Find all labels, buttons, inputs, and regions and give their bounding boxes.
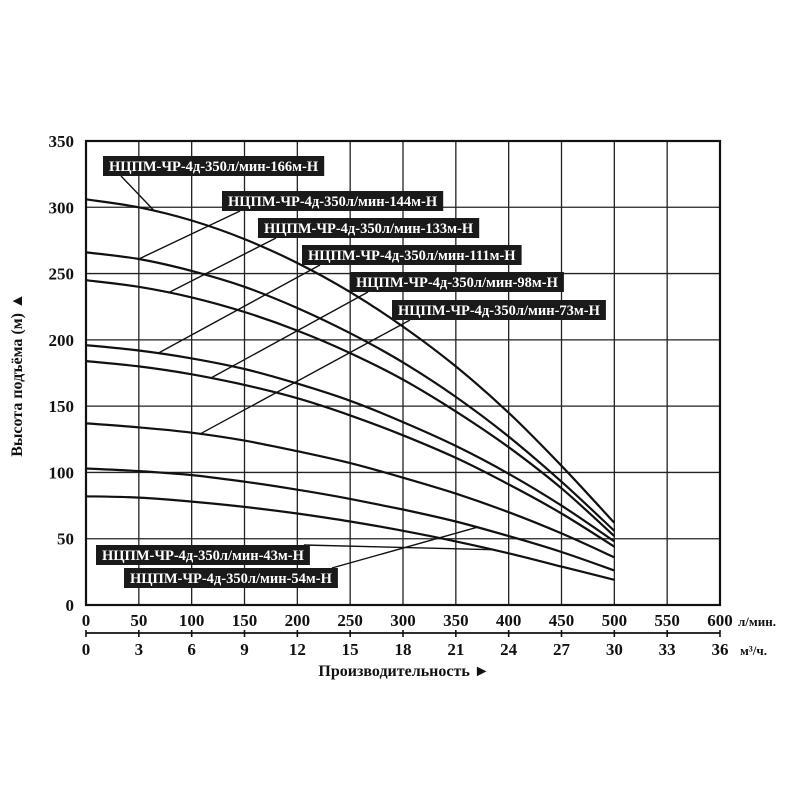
series-curve: [85, 344, 615, 543]
x-tick-label-primary: 500: [602, 611, 628, 630]
series-curve: [85, 467, 615, 572]
series-leader-line: [157, 264, 321, 354]
series-curve: [85, 198, 616, 524]
series-label-tag: НЦПМ-ЧР-4д-350л/мин-166м-Н: [103, 156, 325, 176]
y-tick-label: 350: [49, 132, 75, 151]
x-tick-label-primary: 50: [130, 611, 147, 630]
series-leader-line: [210, 291, 369, 379]
series-label-background: [96, 545, 310, 565]
series-labels: НЦПМ-ЧР-4д-350л/мин-166м-Н НЦПМ-ЧР-4д-350…: [96, 156, 606, 588]
x-tick-label-primary: 550: [654, 611, 680, 630]
series-label-background: [350, 272, 564, 292]
series-label-background: [392, 300, 606, 320]
x-tick-label-secondary: 24: [500, 640, 518, 659]
series-leader-line: [168, 237, 277, 294]
x-tick-label-primary: 0: [82, 611, 91, 630]
y-tick-label: 50: [57, 530, 74, 549]
x-tick-label-primary: 600: [707, 611, 733, 630]
x-tick-label-primary: 100: [179, 611, 205, 630]
y-tick-label: 300: [49, 198, 75, 217]
x-tick-label-secondary: 15: [342, 640, 359, 659]
x-tick-label-secondary: 36: [712, 640, 729, 659]
series-label-tag: НЦПМ-ЧР-4д-350л/мин-54м-Н: [124, 568, 338, 588]
y-axis-title: Высота подъёма (м) ▲: [9, 293, 26, 457]
x-tick-label-primary: 150: [232, 611, 258, 630]
x-tick-label-primary: 400: [496, 611, 522, 630]
series-label-text: НЦПМ-ЧР-4д-350л/мин-166м-Н: [109, 159, 319, 175]
series-curve: [85, 422, 615, 559]
series-label-background: [302, 245, 522, 265]
x-tick-label-secondary: 6: [187, 640, 196, 659]
x-tick-label-secondary: 9: [240, 640, 249, 659]
x-tick-label-secondary: 30: [606, 640, 623, 659]
x-tick-label-primary: 350: [443, 611, 469, 630]
series-label-text: НЦПМ-ЧР-4д-350л/мин-144м-Н: [228, 194, 438, 210]
series-label-text: НЦПМ-ЧР-4д-350л/мин-98м-Н: [356, 275, 559, 291]
series-leader-line: [199, 319, 411, 435]
axis-ticks: 0050310061509200122501530018350214002445…: [49, 132, 733, 659]
y-tick-label: 0: [66, 596, 75, 615]
x-tick-label-secondary: 0: [82, 640, 91, 659]
series-label-tag: НЦПМ-ЧР-4д-350л/мин-144м-Н: [222, 191, 444, 211]
x-tick-label-secondary: 21: [447, 640, 464, 659]
series-label-tag: НЦПМ-ЧР-4д-350л/мин-43м-Н: [96, 545, 310, 565]
series-leader-line: [120, 175, 156, 212]
x-tick-label-primary: 450: [549, 611, 575, 630]
y-tick-label: 150: [49, 397, 75, 416]
series-leader-line: [303, 544, 493, 551]
y-tick-label: 250: [49, 265, 75, 284]
series-label-text: НЦПМ-ЧР-4д-350л/мин-43м-Н: [102, 548, 305, 564]
x-tick-label-secondary: 33: [659, 640, 676, 659]
series-label-text: НЦПМ-ЧР-4д-350л/мин-73м-Н: [398, 303, 601, 319]
series-label-tag: НЦПМ-ЧР-4д-350л/мин-111м-Н: [302, 245, 522, 265]
x-axis-title: Производительность ►: [318, 663, 489, 680]
series-label-background: [258, 218, 480, 238]
x-tick-label-secondary: 18: [395, 640, 412, 659]
series-curve: [85, 495, 615, 581]
plot-frame: [84, 139, 722, 607]
y-tick-label: 100: [49, 463, 75, 482]
series-leader-line: [138, 210, 241, 260]
series-label-background: [222, 191, 444, 211]
x-tick-label-secondary: 3: [135, 640, 144, 659]
x-unit-secondary: м³/ч.: [740, 643, 767, 658]
x-tick-label-secondary: 12: [289, 640, 306, 659]
series-label-text: НЦПМ-ЧР-4д-350л/мин-133м-Н: [264, 221, 474, 237]
y-tick-label: 200: [49, 331, 75, 350]
series-label-tag: НЦПМ-ЧР-4д-350л/мин-73м-Н: [392, 300, 606, 320]
series-curve: [85, 251, 616, 532]
series-label-tag: НЦПМ-ЧР-4д-350л/мин-133м-Н: [258, 218, 480, 238]
series-label-background: [103, 156, 325, 176]
x-tick-label-primary: 300: [390, 611, 416, 630]
x-tick-label-secondary: 27: [553, 640, 571, 659]
series-label-tag: НЦПМ-ЧР-4д-350л/мин-98м-Н: [350, 272, 564, 292]
series-label-text: НЦПМ-ЧР-4д-350л/мин-54м-Н: [130, 571, 333, 587]
series-label-background: [124, 568, 338, 588]
series-label-text: НЦПМ-ЧР-4д-350л/мин-111м-Н: [308, 248, 516, 264]
series-curve: [85, 360, 615, 548]
label-leaders: [120, 175, 493, 569]
x-unit-primary: л/мин.: [738, 614, 776, 629]
x-tick-label-primary: 200: [285, 611, 311, 630]
x-tick-label-primary: 250: [337, 611, 363, 630]
